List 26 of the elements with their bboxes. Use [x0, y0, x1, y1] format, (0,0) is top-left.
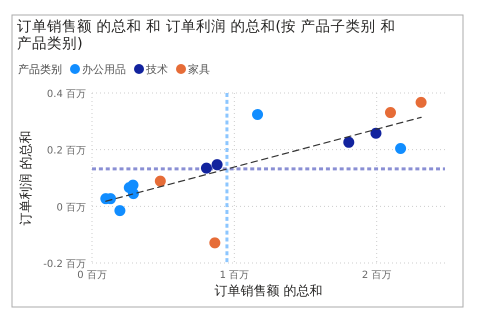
point: [252, 109, 264, 120]
point: [343, 136, 354, 148]
y-tick-label: 0.4 百万: [46, 89, 86, 100]
point: [209, 237, 220, 248]
x-axis-title: 订单销售额 的总和: [214, 284, 323, 299]
point: [384, 107, 396, 118]
chart-title: 订单销售额 的总和 和 订单利润 的总和(按 产品子类别 和产品类别): [17, 18, 396, 52]
y-tick-label: 0 百万: [56, 202, 86, 214]
legend-title: 产品类别: [18, 63, 62, 76]
point: [370, 128, 382, 139]
legend-label: 家具: [188, 63, 210, 76]
y-axis-title: 订单利润 的总和: [19, 130, 34, 226]
point: [200, 162, 212, 174]
x-tick-label: 1 百万: [220, 270, 250, 281]
point: [212, 159, 223, 170]
x-tick-label: 2 百万: [362, 270, 392, 281]
legend-label: 技术: [145, 63, 168, 76]
point: [154, 176, 166, 187]
y-tick-label: 0.2 百万: [46, 146, 86, 157]
x-tick-label: 0 百万: [77, 270, 107, 281]
point: [395, 143, 406, 154]
y-tick-label: -0.2 百万: [43, 259, 86, 270]
point: [114, 205, 126, 216]
point: [128, 188, 139, 200]
point: [416, 96, 427, 108]
legend-label: 办公用品: [82, 63, 126, 76]
